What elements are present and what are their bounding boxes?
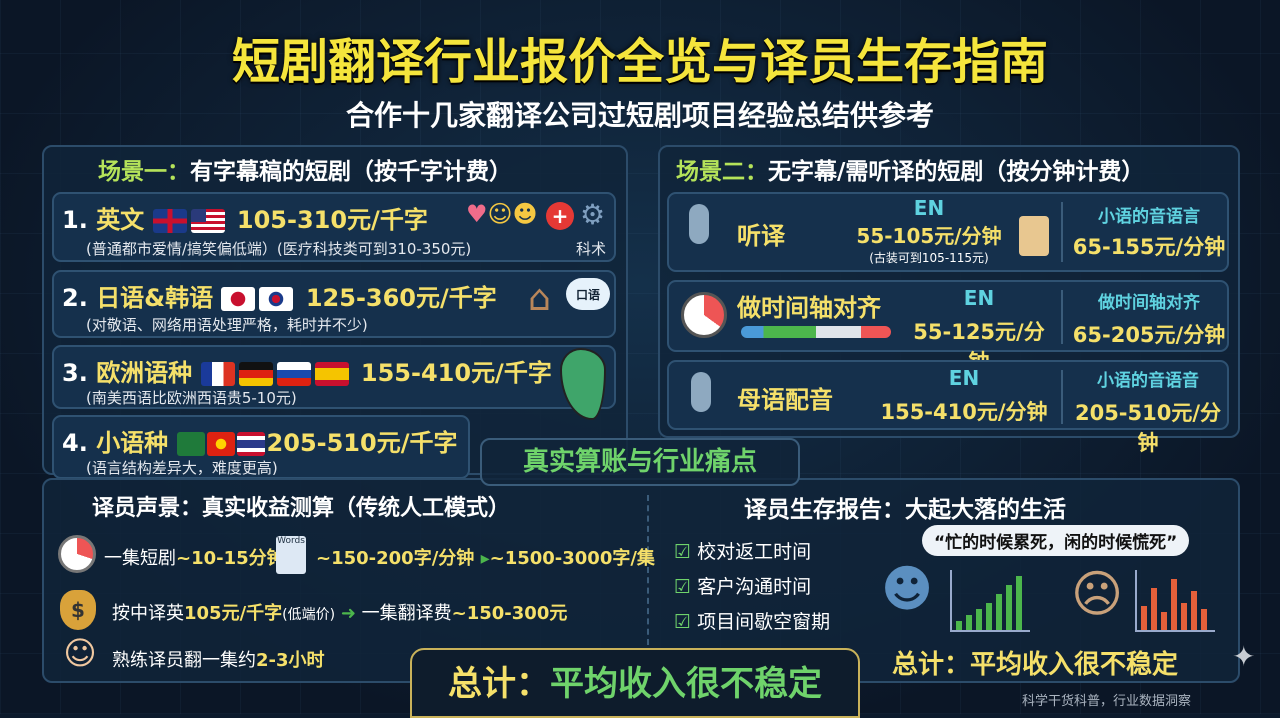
- saudi-flag-icon: [176, 432, 205, 456]
- france-flag-icon: [200, 362, 235, 386]
- tech-tag: 科术: [576, 240, 607, 258]
- scene1-row-jp-kr: 2. 日语&韩语 125-360元/千字 (对敬语、网络用语处理严格，耗时并不少…: [52, 270, 616, 338]
- scene2-title: 场景二：无字幕/需听译的短剧（按分钟计费）: [676, 159, 1145, 185]
- checklist: ☑ 校对返工时间 ☑ 客户沟通时间 ☑ 项目间歇空窗期: [674, 541, 831, 633]
- uk-flag-icon: [152, 209, 187, 233]
- courier-person-icon: ☻: [880, 560, 934, 618]
- european-note: (南美西语比欧洲西语贵5-10元): [86, 389, 297, 407]
- document-icon: Words: [276, 536, 306, 574]
- scene1-row-european: 3. 欧洲语种 155-410元/千字 (南美西语比欧洲西语贵5-10元): [52, 345, 616, 409]
- spain-flag-icon: [314, 362, 349, 386]
- scene2-row-listening: 听译 EN 55-105元/分钟 (古装可到105-115元) 小语的音语言 6…: [667, 192, 1229, 272]
- sparkle-icon: ✦: [1232, 640, 1256, 673]
- checkbox-icon: ☑: [674, 611, 692, 633]
- scene2-row-dubbing: 母语配音 EN 155-410元/分钟 小语的音语音 205-510元/分钟: [667, 360, 1229, 455]
- income-title: 译员声景：真实收益测算（传统人工模式）: [92, 496, 511, 521]
- arrow-icon: ➜: [340, 603, 356, 624]
- stopwatch-icon: [58, 535, 96, 573]
- timeline-slider: [741, 326, 891, 338]
- translator-at-laptop-icon: ☺: [63, 634, 97, 672]
- survival-total: 总计：平均收入很不稳定: [892, 650, 1179, 680]
- section-banner: 真实算账与行业痛点: [480, 438, 800, 486]
- scene1-row-english: 1. 英文 105-310元/千字 (普通都市爱情/搞笑偏低端）(医疗科技类可到…: [52, 192, 616, 262]
- rising-bar-chart-icon: [950, 570, 1030, 632]
- income-line2: 按中译英105元/千字(低端价) ➜ 一集翻译费~150-300元: [112, 603, 568, 624]
- tired-person-icon: ☹: [1070, 565, 1124, 623]
- quote-bubble: “忙的时候累死，闲的时候慌死”: [922, 525, 1190, 556]
- total-banner: 总计：平均收入很不稳定: [410, 648, 860, 718]
- korea-flag-icon: [259, 287, 294, 311]
- speech-bubble-icon: 口语: [566, 278, 610, 310]
- japan-flag-icon: [221, 287, 256, 311]
- thailand-flag-icon: [236, 432, 265, 456]
- broadcast-microphone-icon: [691, 372, 711, 412]
- english-note: (普通都市爱情/搞笑偏低端）(医疗科技类可到310-350元): [86, 240, 472, 258]
- scene1-title: 场景一：有字幕稿的短剧（按千字计费）: [98, 159, 512, 185]
- scene2-row-timeline: 做时间轴对齐 EN 55-125元/分钟 做时间轴对齐 65-205元/分钟: [667, 280, 1229, 374]
- us-flag-icon: [190, 209, 225, 233]
- jp-kr-note: (对敬语、网络用语处理严格，耗时并不少): [86, 316, 368, 334]
- page-title: 短剧翻译行业报价全览与译员生存指南: [231, 34, 1048, 90]
- survival-title: 译员生存报告：大起大落的生活: [744, 497, 1066, 523]
- scene1-row-minor: 4. 小语种 205-510元/千字 (语言结构差异大，难度更高): [52, 415, 470, 479]
- minor-note: (语言结构差异大，难度更高): [86, 459, 278, 477]
- medical-cross-icon: +: [546, 202, 574, 230]
- checkbox-icon: ☑: [674, 576, 692, 598]
- income-line3: 熟练译员翻一集约2-3小时: [112, 650, 325, 671]
- money-bag-icon: $: [60, 590, 96, 630]
- germany-flag-icon: [238, 362, 273, 386]
- scroll-certificate-icon: [1019, 216, 1049, 256]
- russia-flag-icon: [276, 362, 311, 386]
- vietnam-flag-icon: [206, 432, 235, 456]
- heart-smiley-icons: ♥☺☻: [466, 200, 538, 228]
- checkbox-icon: ☑: [674, 541, 692, 563]
- volatile-bar-chart-icon: [1135, 570, 1215, 632]
- footer-text: 科学干货科普，行业数据洞察: [1022, 694, 1192, 709]
- gear-icon: ⚙: [580, 198, 606, 231]
- house-icon: ⌂: [528, 278, 551, 319]
- microphone-icon: [689, 204, 709, 244]
- divider: [647, 495, 649, 645]
- income-line1: 一集短剧~10-15分钟: [104, 548, 285, 569]
- stopwatch-icon: [681, 292, 727, 338]
- words-per-minute: ~150-200字/分钟 ▸~1500-3000字/集: [316, 548, 655, 569]
- page-subtitle: 合作十几家翻译公司过短剧项目经验总结供参考: [345, 99, 934, 132]
